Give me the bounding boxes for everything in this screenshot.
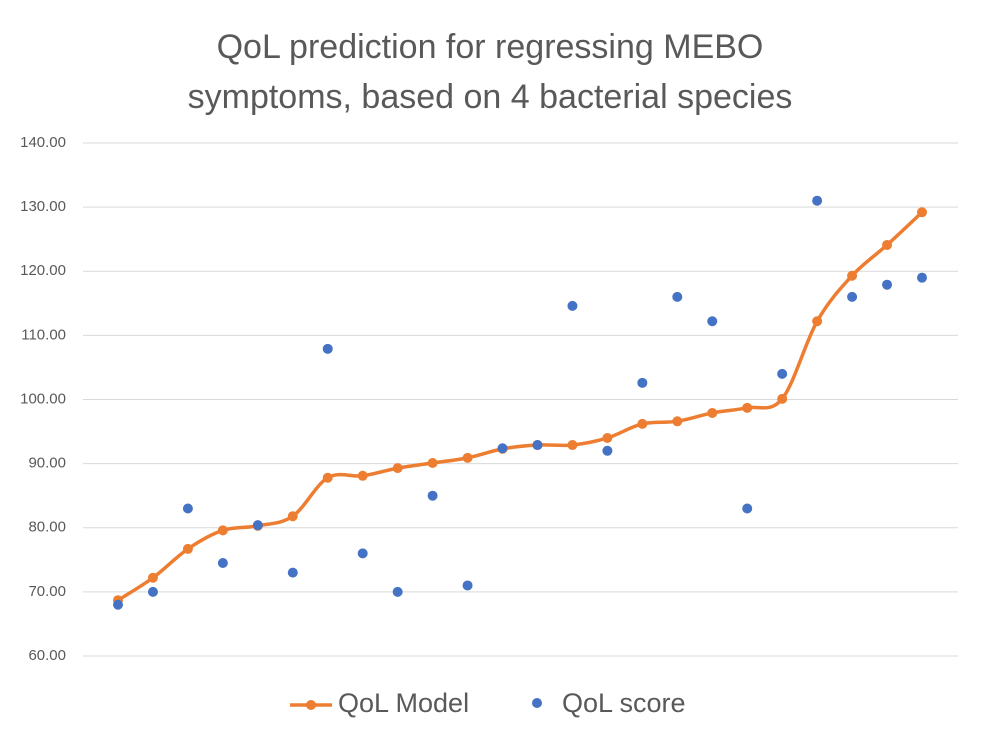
model-marker [287,511,298,522]
model-marker [847,270,858,281]
model-marker [182,543,193,554]
model-marker [672,416,683,427]
model-marker [567,440,578,451]
score-point [497,443,508,454]
score-point [427,490,438,501]
legend-label: QoL score [562,688,686,718]
score-point [567,300,578,311]
score-point [287,567,298,578]
score-point [357,548,368,559]
score-point [252,520,263,531]
model-marker [427,457,438,468]
y-tick-label: 80.00 [28,519,66,536]
score-point [322,343,333,354]
legend-marker [306,700,316,710]
score-point [777,368,788,379]
score-point [113,599,123,610]
model-marker [812,316,823,327]
chart-title: QoL prediction for regressing MEBO sympt… [187,28,793,116]
score-point [672,291,683,302]
score-point [147,586,158,597]
model-marker [462,452,473,463]
score-point [637,377,648,388]
score-point [182,503,193,514]
model-marker [637,418,648,429]
y-tick-label: 130.00 [20,198,66,215]
model-marker [392,463,403,474]
score-point [742,503,753,514]
model-marker [882,239,893,250]
model-line [117,210,924,602]
model-marker [707,407,718,418]
legend-marker [532,698,542,708]
y-tick-label: 110.00 [21,326,66,343]
score-point [462,580,473,591]
y-tick-label: 70.00 [28,583,66,600]
model-marker [742,402,753,413]
model-marker [777,393,788,404]
score-point [847,291,858,302]
score-point [217,558,228,569]
model-marker [602,432,613,443]
score-point [812,195,823,206]
score-point [707,316,718,327]
model-marker [917,207,927,218]
score-point [532,440,543,451]
model-marker [322,472,333,483]
score-point [917,272,927,283]
legend-label: QoL Model [338,688,469,718]
score-point [392,586,403,597]
y-tick-label: 100.00 [20,390,66,407]
y-tick-label: 60.00 [28,647,66,664]
model-marker [357,470,368,481]
y-tick-label: 140.00 [20,134,66,151]
model-marker [147,572,158,583]
y-tick-label: 120.00 [20,262,66,279]
score-point [602,445,613,456]
y-tick-label: 90.00 [28,455,66,472]
model-marker [217,525,228,536]
score-point [882,279,893,290]
